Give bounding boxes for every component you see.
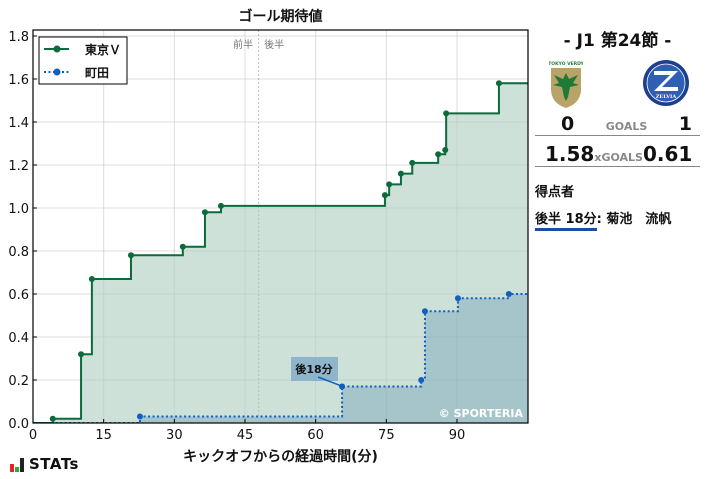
tokyo-verdy-crest-icon: TOKYO VERDY <box>549 61 583 108</box>
xgoals-row: 1.58 xGOALS 0.61 <box>535 142 700 167</box>
y-tick-label: 1.8 <box>8 30 29 45</box>
data-point[interactable] <box>397 170 404 177</box>
goal-annotation-box <box>291 357 338 381</box>
x-tick-label: 90 <box>449 428 466 443</box>
xgoals-label: xGOALS <box>594 151 643 164</box>
away-xg: 0.61 <box>642 142 693 166</box>
data-point[interactable] <box>495 80 502 87</box>
data-point[interactable] <box>442 146 449 153</box>
data-point[interactable] <box>217 202 224 209</box>
round-title: - J1 第24節 - <box>563 31 672 51</box>
data-point[interactable] <box>136 413 143 420</box>
home-goals: 0 <box>561 113 575 135</box>
home-xg: 1.58 <box>545 142 595 166</box>
match-summary-panel: - J1 第24節 - TOKYO VERDY ZELVIA 0 GOALS 1… <box>535 26 700 231</box>
y-tick-label: 1.0 <box>8 202 29 217</box>
brand-text: STATs <box>29 455 79 473</box>
data-point[interactable] <box>454 295 461 302</box>
x-axis-label: キックオフからの経過時間(分) <box>183 449 378 465</box>
x-tick-label: 60 <box>307 428 324 443</box>
data-point[interactable] <box>409 159 416 166</box>
chart-title: ゴール期待値 <box>238 9 323 25</box>
data-point[interactable] <box>49 415 56 422</box>
svg-text:TOKYO VERDY: TOKYO VERDY <box>549 61 583 67</box>
data-point[interactable] <box>418 377 425 383</box>
team-logos: TOKYO VERDY ZELVIA <box>535 59 700 109</box>
goals-label: GOALS <box>605 120 648 133</box>
watermark: © SPORTERIA <box>439 407 524 420</box>
data-point[interactable] <box>201 209 208 216</box>
y-tick-label: 1.2 <box>8 159 29 174</box>
y-tick-label: 1.4 <box>8 116 29 131</box>
data-point[interactable] <box>435 151 442 158</box>
goals-row: 0 GOALS 1 <box>535 113 700 136</box>
y-tick-label: 0.6 <box>8 288 29 303</box>
x-tick-label: 30 <box>166 428 183 443</box>
bar-chart-icon <box>10 458 24 472</box>
x-tick-label: 45 <box>237 428 254 443</box>
y-tick-label: 0.0 <box>8 417 29 432</box>
first-half-label: 前半 <box>233 38 253 51</box>
data-point[interactable] <box>179 243 186 250</box>
data-point[interactable] <box>88 275 95 282</box>
x-tick-label: 15 <box>95 428 112 443</box>
series-fill-0 <box>33 83 528 423</box>
x-tick-label: 75 <box>378 428 395 443</box>
series-fill-1 <box>33 294 528 423</box>
y-tick-label: 0.4 <box>8 331 29 346</box>
data-point[interactable] <box>127 252 134 259</box>
data-point[interactable] <box>381 192 388 199</box>
second-half-label: 後半 <box>264 38 284 51</box>
data-point[interactable] <box>386 181 393 188</box>
y-tick-label: 0.2 <box>8 374 29 389</box>
data-point[interactable] <box>421 308 428 315</box>
goal-annotation-text: 後18分 <box>295 362 332 376</box>
data-point[interactable] <box>443 110 450 117</box>
data-point[interactable] <box>78 351 85 358</box>
stats-brand-logo: STATs <box>10 457 79 472</box>
away-goals: 1 <box>678 113 692 135</box>
machida-zelvia-crest-icon: ZELVIA <box>643 60 689 106</box>
scorers-title: 得点者 <box>535 185 575 200</box>
x-tick-label: 0 <box>29 428 37 443</box>
y-tick-label: 0.8 <box>8 245 29 260</box>
legend-item-label: 東京Ｖ <box>85 42 121 57</box>
legend: 東京Ｖ 町田 <box>38 36 128 85</box>
svg-text:ZELVIA: ZELVIA <box>656 94 677 100</box>
y-tick-label: 1.6 <box>8 73 29 88</box>
legend-item-label: 町田 <box>85 66 109 80</box>
scorer-time-link[interactable]: 後半 18分 <box>535 212 597 231</box>
scorer-name: : 菊池 流帆 <box>596 212 672 227</box>
data-point[interactable] <box>505 291 512 297</box>
scorer-item: 後半 18分: 菊池 流帆 <box>535 208 700 231</box>
